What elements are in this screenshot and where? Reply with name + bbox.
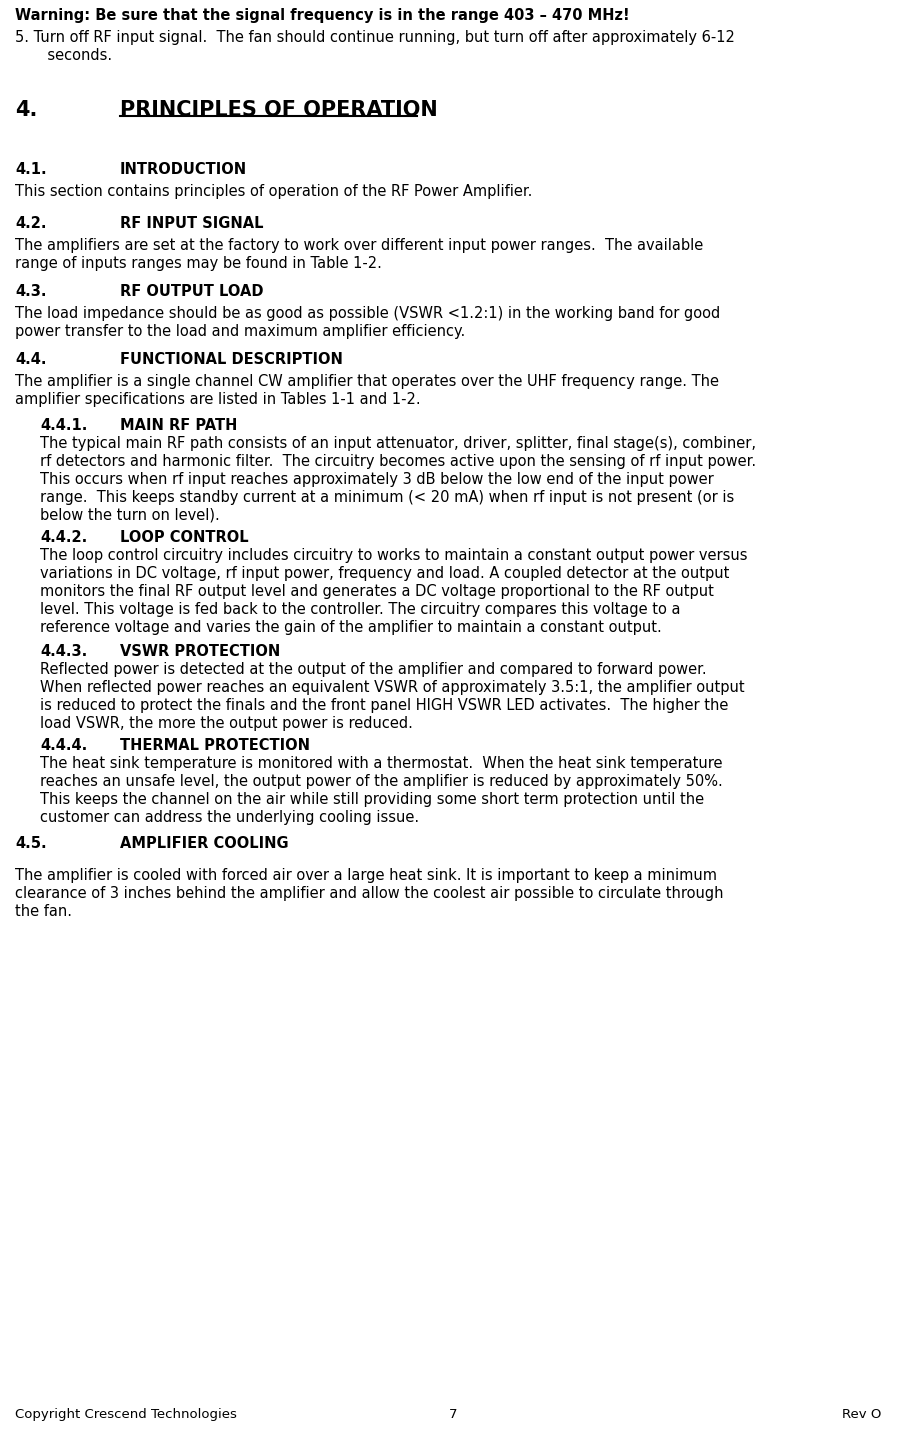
- Text: RF OUTPUT LOAD: RF OUTPUT LOAD: [120, 284, 263, 299]
- Text: 4.4.3.: 4.4.3.: [40, 644, 87, 659]
- Text: AMPLIFIER COOLING: AMPLIFIER COOLING: [120, 836, 288, 852]
- Text: The heat sink temperature is monitored with a thermostat.  When the heat sink te: The heat sink temperature is monitored w…: [40, 756, 722, 772]
- Text: The typical main RF path consists of an input attenuator, driver, splitter, fina: The typical main RF path consists of an …: [40, 436, 756, 452]
- Text: is reduced to protect the finals and the front panel HIGH VSWR LED activates.  T: is reduced to protect the finals and the…: [40, 697, 728, 713]
- Text: RF INPUT SIGNAL: RF INPUT SIGNAL: [120, 216, 263, 231]
- Text: THERMAL PROTECTION: THERMAL PROTECTION: [120, 737, 309, 753]
- Text: VSWR PROTECTION: VSWR PROTECTION: [120, 644, 280, 659]
- Text: monitors the final RF output level and generates a DC voltage proportional to th: monitors the final RF output level and g…: [40, 584, 714, 599]
- Text: The amplifier is a single channel CW amplifier that operates over the UHF freque: The amplifier is a single channel CW amp…: [15, 374, 719, 389]
- Text: seconds.: seconds.: [15, 49, 112, 63]
- Text: PRINCIPLES OF OPERATION: PRINCIPLES OF OPERATION: [120, 100, 437, 120]
- Text: load VSWR, the more the output power is reduced.: load VSWR, the more the output power is …: [40, 716, 413, 732]
- Text: range.  This keeps standby current at a minimum (< 20 mA) when rf input is not p: range. This keeps standby current at a m…: [40, 490, 734, 504]
- Text: Copyright Crescend Technologies: Copyright Crescend Technologies: [15, 1408, 238, 1420]
- Text: 4.1.: 4.1.: [15, 161, 47, 177]
- Text: amplifier specifications are listed in Tables 1-1 and 1-2.: amplifier specifications are listed in T…: [15, 392, 421, 407]
- Text: INTRODUCTION: INTRODUCTION: [120, 161, 247, 177]
- Text: FUNCTIONAL DESCRIPTION: FUNCTIONAL DESCRIPTION: [120, 352, 343, 367]
- Text: MAIN RF PATH: MAIN RF PATH: [120, 419, 237, 433]
- Text: 4.4.4.: 4.4.4.: [40, 737, 87, 753]
- Text: reaches an unsafe level, the output power of the amplifier is reduced by approxi: reaches an unsafe level, the output powe…: [40, 775, 723, 789]
- Text: Rev O: Rev O: [843, 1408, 882, 1420]
- Text: clearance of 3 inches behind the amplifier and allow the coolest air possible to: clearance of 3 inches behind the amplifi…: [15, 886, 724, 902]
- Text: The amplifiers are set at the factory to work over different input power ranges.: The amplifiers are set at the factory to…: [15, 239, 704, 253]
- Text: the fan.: the fan.: [15, 905, 73, 919]
- Text: 4.5.: 4.5.: [15, 836, 47, 852]
- Text: This section contains principles of operation of the RF Power Amplifier.: This section contains principles of oper…: [15, 184, 532, 199]
- Text: range of inputs ranges may be found in Table 1-2.: range of inputs ranges may be found in T…: [15, 256, 382, 272]
- Text: The load impedance should be as good as possible (VSWR <1.2:1) in the working ba: The load impedance should be as good as …: [15, 306, 721, 322]
- Text: customer can address the underlying cooling issue.: customer can address the underlying cool…: [40, 810, 419, 825]
- Text: Reflected power is detected at the output of the amplifier and compared to forwa: Reflected power is detected at the outpu…: [40, 662, 707, 677]
- Text: The loop control circuitry includes circuitry to works to maintain a constant ou: The loop control circuitry includes circ…: [40, 547, 747, 563]
- Text: 4.3.: 4.3.: [15, 284, 47, 299]
- Text: rf detectors and harmonic filter.  The circuitry becomes active upon the sensing: rf detectors and harmonic filter. The ci…: [40, 454, 756, 469]
- Text: reference voltage and varies the gain of the amplifier to maintain a constant ou: reference voltage and varies the gain of…: [40, 620, 662, 634]
- Text: The amplifier is cooled with forced air over a large heat sink. It is important : The amplifier is cooled with forced air …: [15, 867, 717, 883]
- Text: This keeps the channel on the air while still providing some short term protecti: This keeps the channel on the air while …: [40, 792, 704, 807]
- Text: 4.4.: 4.4.: [15, 352, 47, 367]
- Text: below the turn on level).: below the turn on level).: [40, 507, 219, 523]
- Text: Warning: Be sure that the signal frequency is in the range 403 – 470 MHz!: Warning: Be sure that the signal frequen…: [15, 9, 630, 23]
- Text: 4.4.2.: 4.4.2.: [40, 530, 87, 544]
- Text: 4.2.: 4.2.: [15, 216, 47, 231]
- Text: LOOP CONTROL: LOOP CONTROL: [120, 530, 249, 544]
- Text: This occurs when rf input reaches approximately 3 dB below the low end of the in: This occurs when rf input reaches approx…: [40, 472, 714, 487]
- Text: 5. Turn off RF input signal.  The fan should continue running, but turn off afte: 5. Turn off RF input signal. The fan sho…: [15, 30, 736, 44]
- Text: variations in DC voltage, rf input power, frequency and load. A coupled detector: variations in DC voltage, rf input power…: [40, 566, 729, 582]
- Text: 7: 7: [449, 1408, 458, 1420]
- Text: When reflected power reaches an equivalent VSWR of approximately 3.5:1, the ampl: When reflected power reaches an equivale…: [40, 680, 745, 694]
- Text: level. This voltage is fed back to the controller. The circuitry compares this v: level. This voltage is fed back to the c…: [40, 602, 680, 617]
- Text: 4.4.1.: 4.4.1.: [40, 419, 87, 433]
- Text: 4.: 4.: [15, 100, 38, 120]
- Text: power transfer to the load and maximum amplifier efficiency.: power transfer to the load and maximum a…: [15, 324, 465, 339]
